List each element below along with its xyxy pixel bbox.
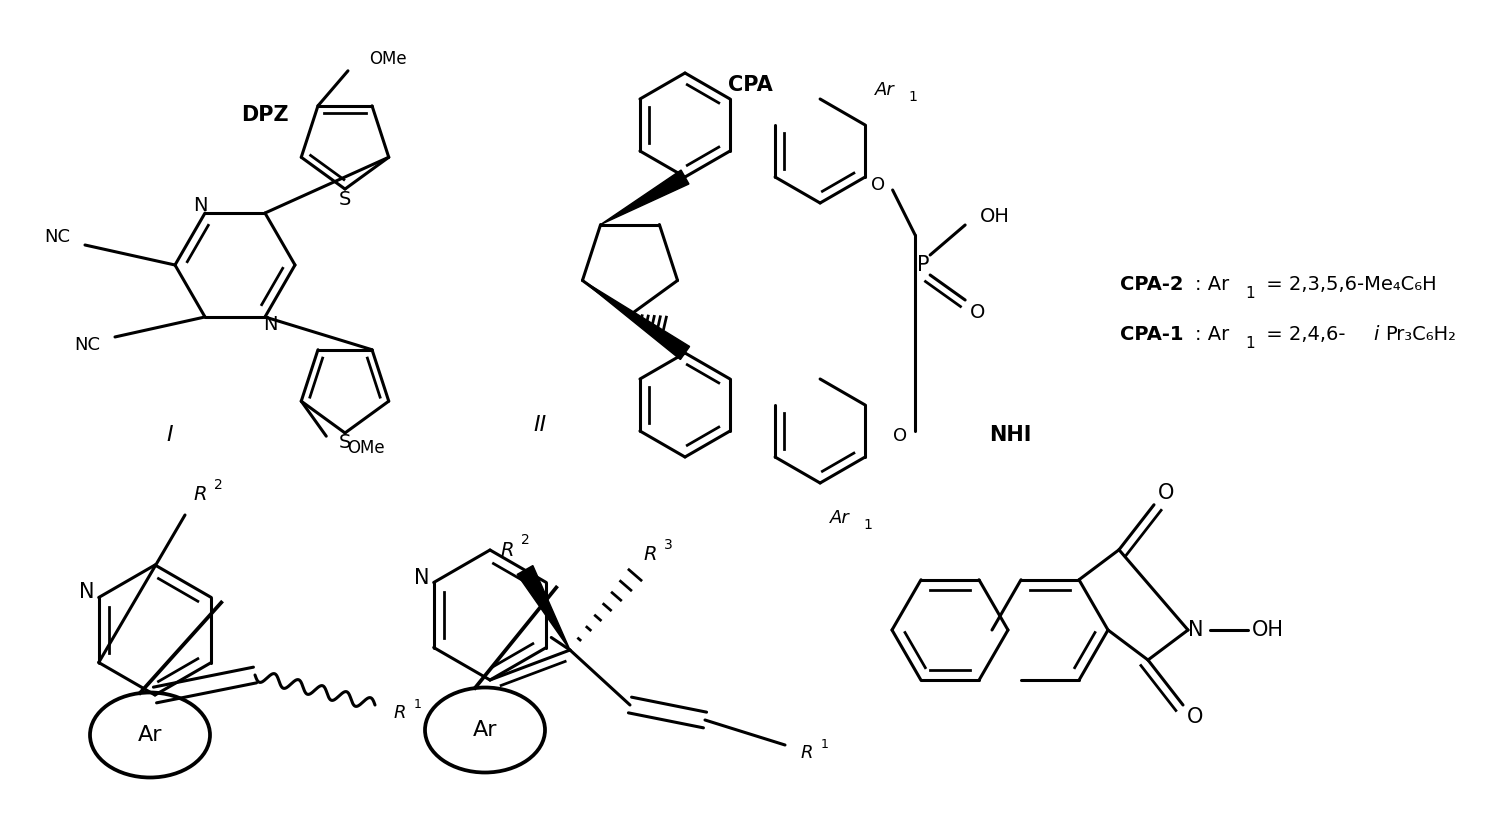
- Text: 1: 1: [864, 518, 873, 532]
- Text: 1: 1: [821, 738, 829, 752]
- Polygon shape: [583, 280, 690, 360]
- Text: NHI: NHI: [989, 425, 1031, 445]
- Text: O: O: [871, 176, 885, 194]
- Text: N: N: [193, 196, 207, 214]
- Text: O: O: [969, 303, 985, 322]
- Text: Ar: Ar: [876, 81, 895, 99]
- Text: P: P: [917, 255, 929, 275]
- Text: NC: NC: [74, 336, 100, 354]
- Text: 1: 1: [909, 90, 918, 104]
- Text: CPA: CPA: [728, 75, 773, 95]
- Text: 2: 2: [521, 533, 530, 547]
- Text: = 2,3,5,6-Me₄C₆H: = 2,3,5,6-Me₄C₆H: [1259, 276, 1436, 295]
- Text: OMe: OMe: [368, 50, 406, 68]
- Text: : Ar: : Ar: [1194, 276, 1229, 295]
- Text: 1: 1: [1246, 285, 1255, 300]
- Text: DPZ: DPZ: [242, 105, 288, 125]
- Text: N: N: [79, 582, 95, 602]
- Text: R: R: [800, 744, 814, 762]
- Text: I: I: [166, 425, 174, 445]
- Text: R: R: [394, 704, 406, 722]
- Text: i: i: [1373, 326, 1379, 345]
- Text: OH: OH: [980, 208, 1010, 227]
- Text: Ar: Ar: [137, 725, 162, 745]
- Text: 2: 2: [213, 478, 222, 492]
- Text: N: N: [263, 315, 278, 334]
- Polygon shape: [601, 170, 689, 224]
- Text: N: N: [1188, 620, 1203, 640]
- Text: O: O: [1158, 483, 1175, 502]
- Text: = 2,4,6-: = 2,4,6-: [1259, 326, 1345, 345]
- Text: OMe: OMe: [347, 439, 385, 457]
- Text: Pr₃C₆H₂: Pr₃C₆H₂: [1385, 326, 1456, 345]
- Text: N: N: [414, 568, 429, 587]
- Text: Ar: Ar: [831, 509, 850, 527]
- Text: CPA-2: CPA-2: [1120, 276, 1184, 295]
- Text: Ar: Ar: [473, 720, 497, 740]
- Text: NC: NC: [44, 228, 69, 246]
- Text: S: S: [338, 190, 352, 209]
- Text: O: O: [892, 427, 908, 445]
- Text: : Ar: : Ar: [1194, 326, 1229, 345]
- Text: R: R: [193, 485, 207, 505]
- Text: 1: 1: [1246, 336, 1255, 351]
- Text: S: S: [338, 433, 352, 452]
- Text: OH: OH: [1252, 620, 1284, 640]
- Text: 1: 1: [414, 699, 421, 711]
- Text: R: R: [500, 540, 513, 559]
- Text: II: II: [533, 415, 547, 435]
- Text: R: R: [643, 545, 657, 564]
- Polygon shape: [516, 566, 569, 650]
- Text: 3: 3: [663, 538, 672, 552]
- Text: O: O: [1187, 707, 1203, 727]
- Text: CPA-1: CPA-1: [1120, 326, 1184, 345]
